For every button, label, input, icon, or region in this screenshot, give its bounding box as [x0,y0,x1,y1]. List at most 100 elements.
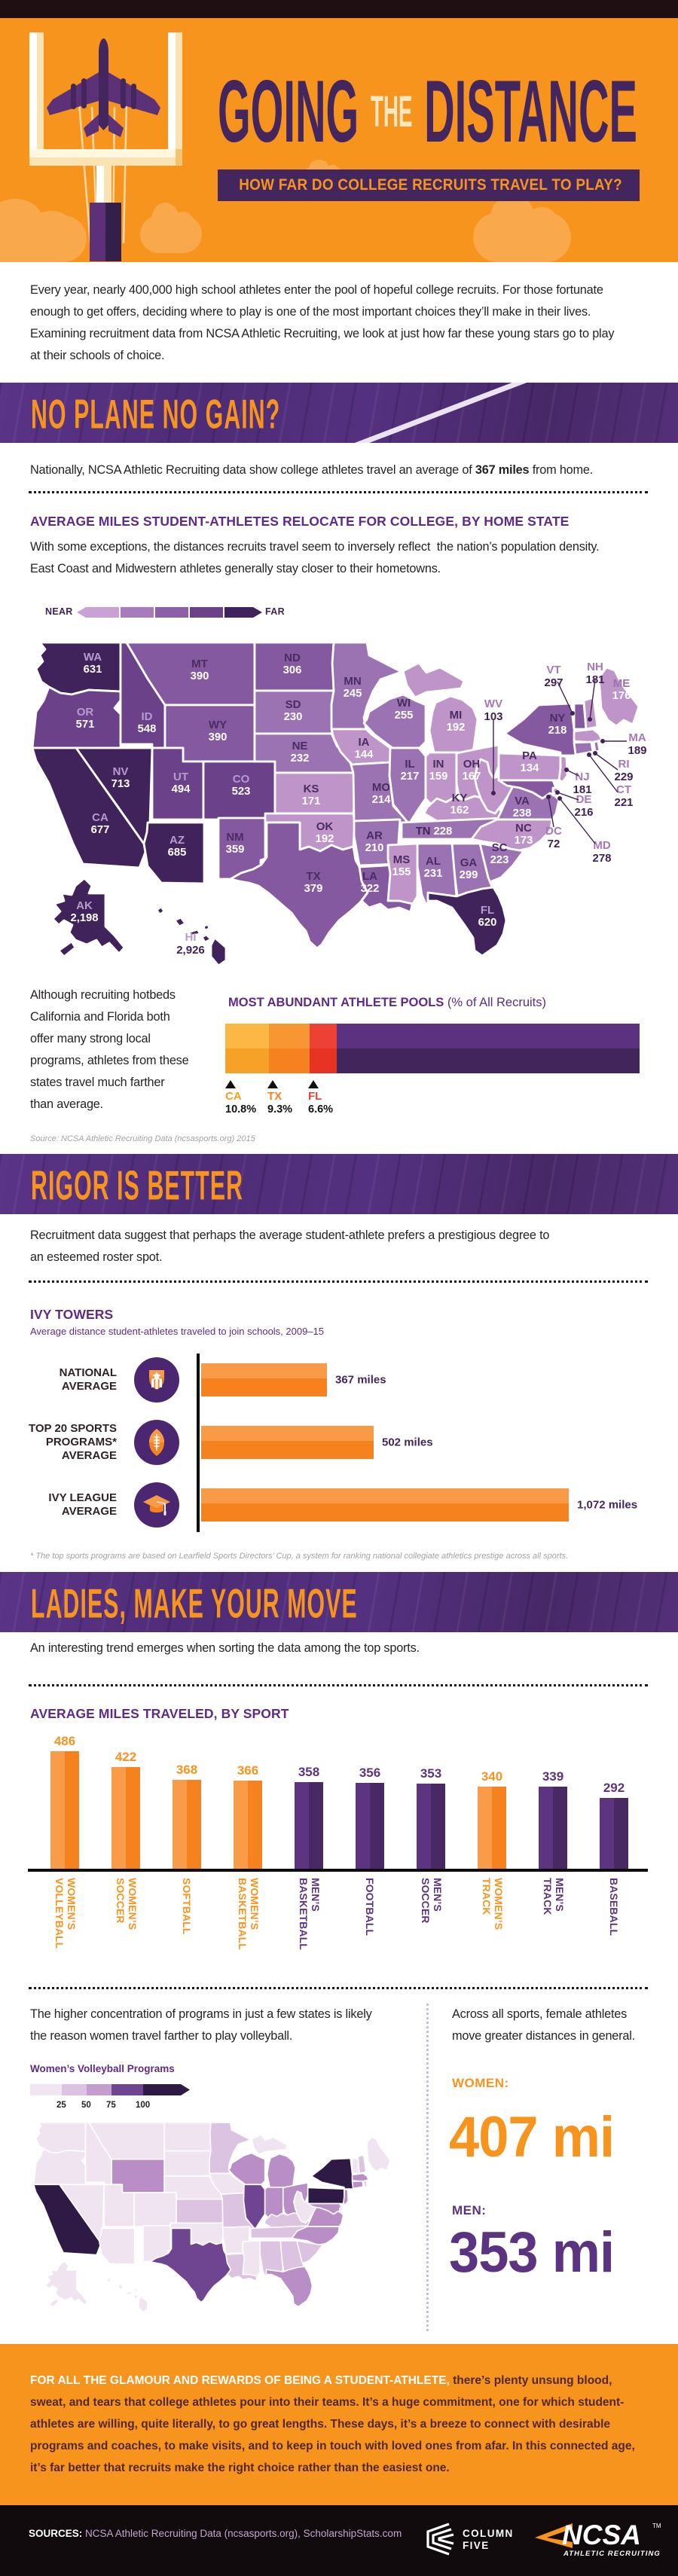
svg-text:COLUMN: COLUMN [463,2528,514,2539]
svg-text:MD: MD [593,839,610,852]
svg-text:AR: AR [366,829,383,842]
svg-text:OR: OR [77,706,94,719]
svg-text:AZ: AZ [170,834,185,847]
svg-text:245: 245 [344,688,362,700]
svg-text:229: 229 [614,771,633,783]
svg-text:218: 218 [548,725,567,737]
svg-text:VT: VT [546,664,560,676]
svg-text:134: 134 [521,762,539,774]
svg-text:SC: SC [492,841,508,854]
svg-text:MI: MI [450,709,463,722]
svg-text:MT: MT [191,658,208,670]
svg-text:210: 210 [365,842,384,854]
svg-text:713: 713 [111,778,130,790]
svg-text:MS: MS [393,853,411,866]
svg-text:DE: DE [576,793,592,806]
svg-text:155: 155 [392,866,411,878]
svg-text:ND: ND [284,652,301,664]
svg-text:WA: WA [84,651,102,664]
svg-text:WY: WY [209,719,227,731]
svg-text:231: 231 [424,868,443,880]
svg-text:631: 631 [84,664,102,676]
svg-text:UT: UT [173,771,188,783]
svg-text:NE: NE [292,740,308,752]
svg-text:297: 297 [544,676,563,689]
svg-text:255: 255 [395,710,414,722]
svg-text:217: 217 [401,771,420,783]
svg-text:176: 176 [612,690,631,702]
svg-text:221: 221 [614,796,633,809]
svg-text:620: 620 [478,917,497,929]
svg-text:WI: WI [397,697,411,710]
svg-text:NM: NM [226,831,243,844]
svg-text:HI: HI [185,931,197,944]
svg-text:NCSA: NCSA [562,2520,641,2550]
svg-text:167: 167 [463,771,481,783]
svg-text:CA: CA [92,811,108,824]
svg-text:685: 685 [168,847,187,859]
svg-text:AL: AL [426,855,441,868]
svg-text:NH: NH [587,661,603,673]
svg-text:DC: DC [545,825,562,838]
svg-text:FL: FL [481,904,494,917]
svg-text:523: 523 [232,786,251,798]
svg-text:NC: NC [515,822,532,835]
svg-text:TN 228: TN 228 [416,826,453,838]
svg-text:181: 181 [573,783,591,796]
svg-text:306: 306 [283,664,302,676]
svg-text:SD: SD [286,698,301,711]
svg-text:677: 677 [91,824,110,836]
svg-text:494: 494 [172,783,191,795]
svg-text:TM: TM [652,2523,661,2529]
svg-text:571: 571 [76,719,95,731]
svg-text:159: 159 [429,771,448,783]
svg-text:IL: IL [405,758,414,771]
svg-text:192: 192 [447,722,466,734]
svg-text:MN: MN [344,675,361,688]
svg-text:216: 216 [574,806,593,819]
svg-text:173: 173 [515,835,533,847]
svg-text:299: 299 [460,869,478,881]
svg-text:CO: CO [233,773,250,786]
svg-text:VA: VA [515,795,530,807]
svg-text:223: 223 [490,854,509,866]
svg-text:214: 214 [372,794,391,806]
svg-text:KY: KY [452,792,468,804]
svg-text:MA: MA [628,731,646,744]
svg-text:192: 192 [316,833,334,845]
svg-text:ATHLETIC RECRUITING: ATHLETIC RECRUITING [563,2550,661,2558]
svg-text:162: 162 [450,804,469,816]
svg-text:NJ: NJ [575,771,589,783]
svg-text:PA: PA [522,749,537,762]
svg-text:IN: IN [433,758,444,771]
svg-text:548: 548 [138,723,157,735]
svg-text:238: 238 [513,807,532,819]
svg-text:OH: OH [463,758,481,771]
svg-text:390: 390 [191,670,209,682]
svg-text:189: 189 [628,744,646,757]
svg-text:ME: ME [613,677,631,690]
svg-text:CT: CT [616,783,631,796]
svg-text:171: 171 [302,795,321,807]
svg-text:LA: LA [362,870,377,883]
svg-text:232: 232 [291,752,310,765]
svg-text:GA: GA [460,856,478,869]
svg-text:278: 278 [592,852,611,865]
svg-text:72: 72 [548,838,560,850]
svg-text:KS: KS [304,783,319,795]
svg-text:390: 390 [209,731,228,743]
svg-text:2,198: 2,198 [70,912,98,924]
svg-text:144: 144 [355,749,374,761]
svg-text:230: 230 [284,711,303,723]
svg-text:322: 322 [361,883,380,895]
svg-text:FIVE: FIVE [463,2540,490,2551]
svg-text:NY: NY [550,712,566,725]
svg-text:TX: TX [306,870,320,883]
svg-text:359: 359 [226,844,245,856]
svg-text:2,926: 2,926 [176,944,205,957]
svg-text:AK: AK [76,899,93,912]
svg-text:IA: IA [359,736,370,749]
svg-text:103: 103 [484,710,502,723]
svg-text:NV: NV [113,765,129,778]
svg-text:379: 379 [304,883,323,895]
